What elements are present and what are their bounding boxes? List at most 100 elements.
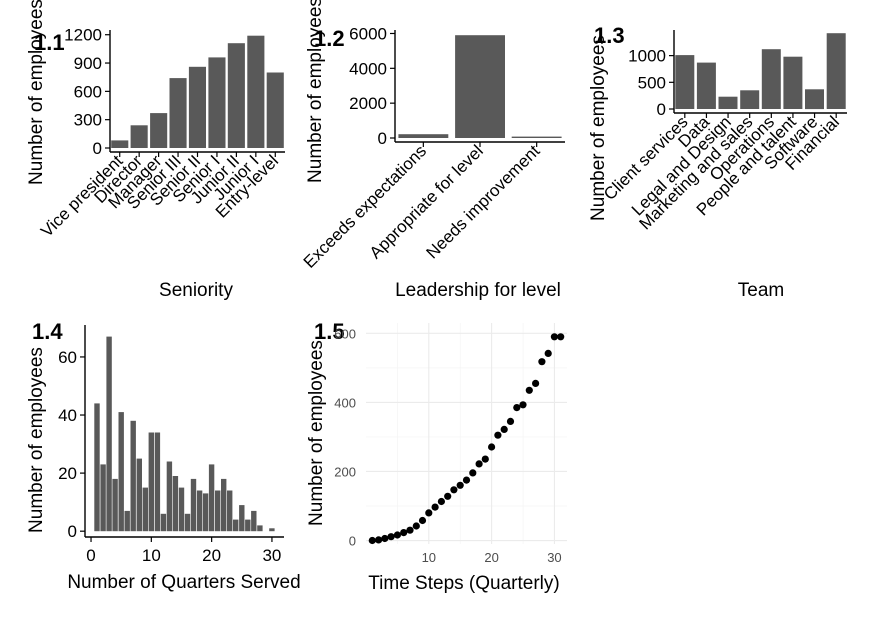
bar <box>188 66 206 148</box>
bar <box>118 412 124 532</box>
y-tick-label: 600 <box>334 326 356 341</box>
bar <box>718 96 738 109</box>
y-tick-label: 400 <box>334 395 356 410</box>
bar <box>169 78 187 148</box>
bar <box>266 72 284 148</box>
bar <box>136 458 142 532</box>
y-tick-label: 40 <box>58 406 77 425</box>
bar <box>455 35 505 139</box>
bar <box>233 519 239 532</box>
y-tick-label: 0 <box>657 100 666 119</box>
y-tick-label: 300 <box>74 111 102 130</box>
bar <box>166 461 173 532</box>
x-tick-label: 30 <box>262 546 281 565</box>
bar <box>150 113 168 148</box>
data-point <box>437 497 445 506</box>
y-tick-label: 900 <box>74 54 102 73</box>
bar <box>269 528 275 532</box>
y-tick-label: 0 <box>68 522 77 541</box>
panel-label: 1.5 <box>314 319 345 344</box>
panel-1-1: 1.1 Number of employees Seniority Vice p… <box>26 0 285 301</box>
y-axis-title: Number of employees <box>305 0 326 183</box>
data-point <box>450 486 458 494</box>
bar <box>130 125 148 148</box>
data-point <box>494 431 502 439</box>
bar <box>398 134 449 138</box>
data-point <box>481 455 489 463</box>
panel-1-3: 1.3 Number of employees Team Client serv… <box>588 23 847 301</box>
y-tick-label: 6000 <box>349 24 387 43</box>
y-tick-label: 600 <box>74 82 102 101</box>
y-tick-label: 20 <box>58 464 77 483</box>
data-point <box>412 522 420 530</box>
x-tick-label: 20 <box>484 550 498 565</box>
bar <box>190 478 197 532</box>
bar <box>202 493 209 532</box>
bar <box>696 62 716 109</box>
data-point <box>532 379 540 387</box>
y-axis-title: Number of employees <box>26 347 47 533</box>
x-tick-label: 20 <box>202 546 221 565</box>
data-point <box>418 516 427 525</box>
y-tick-label: 1000 <box>628 47 666 66</box>
x-axis-title: Time Steps (Quarterly) <box>368 573 559 594</box>
bar <box>761 49 781 109</box>
data-point <box>381 534 389 543</box>
bar <box>783 56 803 109</box>
bar <box>208 57 226 148</box>
x-tick-label: 10 <box>142 546 161 565</box>
x-tick-label: Needs improvement <box>422 141 543 262</box>
bar <box>196 490 203 532</box>
bar <box>100 464 106 532</box>
y-tick-label: 0 <box>378 129 387 148</box>
bar <box>111 140 129 148</box>
bar <box>675 55 695 109</box>
x-axis-title: Team <box>738 280 784 301</box>
x-tick-label: 30 <box>547 550 561 565</box>
y-tick-label: 0 <box>93 139 102 158</box>
data-point <box>500 425 508 433</box>
bar <box>208 464 215 532</box>
bar <box>826 33 846 110</box>
bar <box>251 510 257 532</box>
data-point <box>368 536 376 545</box>
bar <box>740 90 760 109</box>
bar <box>178 487 185 532</box>
bar <box>154 432 161 532</box>
y-tick-label: 60 <box>58 348 77 367</box>
data-point <box>462 476 471 484</box>
panel-label: 1.3 <box>594 23 625 48</box>
bar <box>215 490 221 532</box>
bar <box>148 432 154 532</box>
y-tick-label: 1200 <box>64 26 102 45</box>
bar <box>184 513 191 532</box>
panel-1-4: 1.4 Number of employees Number of Quarte… <box>26 319 301 593</box>
data-point <box>406 526 414 534</box>
y-axis-title: Number of employees <box>26 0 47 185</box>
data-point <box>544 349 552 357</box>
data-point <box>506 417 515 425</box>
y-tick-label: 4000 <box>349 59 387 78</box>
bar <box>227 43 245 149</box>
bar <box>227 490 233 532</box>
panel-label: 1.2 <box>314 26 345 51</box>
data-point <box>425 509 433 517</box>
data-point <box>444 492 452 500</box>
y-axis-title: Number of employees <box>588 35 609 221</box>
panel-1-5: 1.5 Number of employees Time Steps (Quar… <box>306 319 567 594</box>
y-tick-label: 0 <box>349 534 356 549</box>
data-point <box>393 531 401 539</box>
y-tick-label: 200 <box>334 464 356 479</box>
x-axis-title: Number of Quarters Served <box>67 572 300 593</box>
data-point <box>469 469 477 477</box>
data-point <box>525 386 533 394</box>
bar <box>142 487 148 532</box>
bar <box>172 476 179 532</box>
panel-label: 1.1 <box>34 30 65 55</box>
data-point <box>375 536 383 544</box>
bar <box>221 478 227 532</box>
data-point <box>456 481 464 489</box>
data-point <box>513 404 521 412</box>
bar <box>124 510 130 532</box>
data-point <box>550 333 559 341</box>
